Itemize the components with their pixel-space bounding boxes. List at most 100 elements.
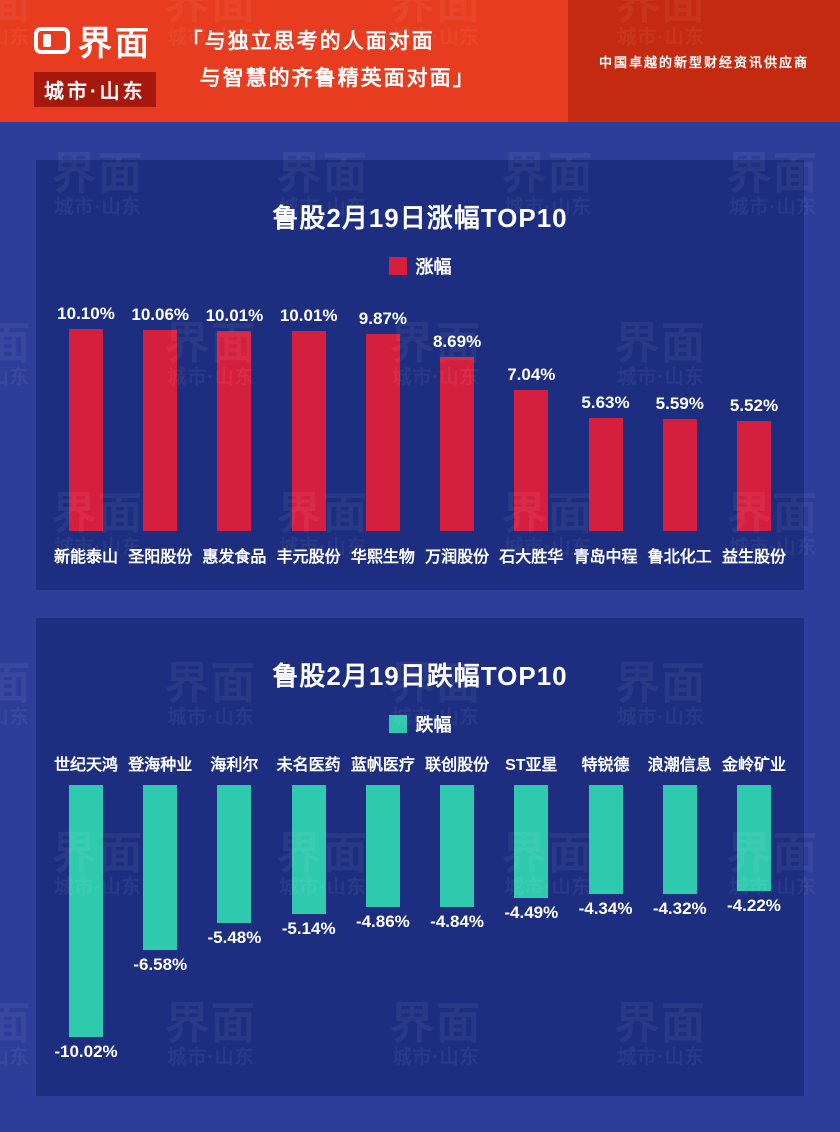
bar: [588, 418, 623, 531]
header-tagline: 中国卓越的新型财经资讯供应商: [568, 0, 840, 122]
bar-value-label: 5.52%: [729, 396, 779, 415]
bar-column: 5.52% 益生股份: [718, 293, 790, 566]
logo-text: 界面: [78, 24, 152, 63]
bar-column: 9.87% 华熙生物: [347, 293, 419, 566]
gainers-legend-swatch: [388, 257, 407, 275]
bar-value-label: -6.58%: [133, 955, 188, 974]
bar-category-label: 新能泰山: [53, 549, 118, 566]
bar-value-label: 10.10%: [57, 304, 115, 323]
bar-column: 世纪天鸿 -10.02%: [50, 751, 122, 1077]
bar-column: 金岭矿业 -4.22%: [718, 751, 790, 1077]
bar-category-label: 惠发食品: [202, 549, 267, 566]
quote-line2: 与智慧的齐鲁精英面对面」: [199, 67, 476, 90]
header: 界面 城市·山东 「与独立思考的人面对面 与智慧的齐鲁精英面对面」 中国卓越的新…: [0, 0, 840, 122]
bar: [217, 785, 252, 923]
gainers-legend: 涨幅: [36, 253, 804, 279]
jiemian-logo: 界面: [34, 16, 156, 65]
bar-category-label: ST亚星: [505, 757, 558, 774]
bar-column: 特锐德 -4.34%: [570, 751, 642, 1077]
bar-category-label: 青岛中程: [573, 549, 638, 566]
bar: [291, 331, 326, 531]
bar-column: ST亚星 -4.49%: [495, 751, 567, 1077]
bar-column: 联创股份 -4.84%: [421, 751, 493, 1077]
bar-category-label: 未名医药: [276, 757, 341, 774]
bar-value-label: -4.34%: [578, 899, 633, 918]
bar-column: 5.59% 鲁北化工: [644, 293, 716, 566]
bar-value-label: -5.48%: [207, 928, 262, 947]
bar-column: 8.69% 万润股份: [421, 293, 493, 566]
gainers-panel: 鲁股2月19日涨幅TOP10 涨幅 10.10% 新能泰山 10.06% 圣阳股份 10…: [36, 160, 804, 590]
bar: [440, 785, 475, 907]
bar: [365, 785, 400, 907]
bar-column: 10.01% 惠发食品: [198, 293, 270, 566]
bar: [217, 331, 252, 531]
bar-value-label: 10.01%: [205, 306, 264, 325]
bar: [143, 785, 178, 950]
bar-value-label: -5.14%: [281, 919, 336, 938]
bar-column: 5.63% 青岛中程: [570, 293, 642, 566]
bar-column: 登海种业 -6.58%: [124, 751, 196, 1077]
bar-category-label: 益生股份: [721, 549, 786, 566]
tagline-text: 中国卓越的新型财经资讯供应商: [598, 54, 809, 70]
jiemian-logo-icon: [34, 26, 70, 54]
quote-line1: 「与独立思考的人面对面: [181, 30, 435, 54]
bar-column: 10.01% 丰元股份: [273, 293, 345, 566]
logo-subtitle: 城市·山东: [34, 71, 156, 107]
bar-category-label: 特锐德: [581, 757, 630, 774]
losers-bars: 世纪天鸿 -10.02% 登海种业 -6.58% 海利尔 -5.48% 未名医药 -5.14%…: [36, 751, 804, 1077]
losers-legend: 跌幅: [36, 711, 804, 737]
bar-category-label: 万润股份: [425, 549, 490, 566]
bar: [736, 421, 771, 531]
bar-column: 7.04% 石大胜华: [495, 293, 567, 566]
gainers-chart-title: 鲁股2月19日涨幅TOP10: [272, 203, 568, 233]
bar-category-label: 丰元股份: [276, 549, 341, 566]
bar: [365, 334, 400, 531]
bar: [143, 330, 178, 531]
bar-category-label: 浪潮信息: [647, 757, 712, 774]
header-quote: 「与独立思考的人面对面 与智慧的齐鲁精英面对面」: [182, 24, 476, 98]
bar-value-label: -4.86%: [355, 912, 410, 931]
gainers-legend-label: 涨幅: [415, 257, 452, 277]
bar-category-label: 鲁北化工: [647, 549, 712, 566]
bar-column: 未名医药 -5.14%: [273, 751, 345, 1077]
losers-legend-swatch: [388, 715, 407, 733]
bar-category-label: 世纪天鸿: [53, 757, 118, 774]
bar-column: 10.06% 圣阳股份: [124, 293, 196, 566]
bar-category-label: 联创股份: [425, 757, 490, 774]
bar-category-label: 蓝帆医疗: [350, 757, 415, 774]
bar-value-label: 9.87%: [358, 309, 407, 328]
bar-value-label: -10.02%: [54, 1042, 118, 1061]
bar: [662, 785, 697, 894]
bar: [736, 785, 771, 891]
bar-column: 海利尔 -5.48%: [198, 751, 270, 1077]
bar: [588, 785, 623, 894]
losers-legend-label: 跌幅: [415, 715, 452, 735]
bar: [514, 785, 549, 898]
bar-category-label: 圣阳股份: [128, 549, 193, 566]
bar: [440, 357, 475, 531]
bar-value-label: 10.06%: [131, 305, 190, 324]
bar: [291, 785, 326, 914]
bar-value-label: 8.69%: [432, 332, 482, 351]
bar-value-label: -4.49%: [504, 903, 559, 922]
bar: [69, 329, 103, 531]
bar-category-label: 华熙生物: [350, 549, 415, 566]
bar-category-label: 金岭矿业: [721, 757, 786, 774]
bar-category-label: 石大胜华: [499, 549, 564, 566]
bar-column: 10.10% 新能泰山: [50, 293, 122, 566]
gainers-bars: 10.10% 新能泰山 10.06% 圣阳股份 10.01% 惠发食品 10.01% 丰元股份…: [36, 293, 804, 566]
bar: [69, 785, 103, 1037]
losers-chart-title: 鲁股2月19日跌幅TOP10: [272, 661, 568, 691]
bar: [514, 390, 549, 531]
bar-category-label: 登海种业: [128, 757, 193, 774]
bar-value-label: 5.63%: [581, 393, 630, 412]
brand-block: 界面 城市·山东: [34, 16, 156, 107]
bar-category-label: 海利尔: [210, 757, 259, 774]
bar-column: 蓝帆医疗 -4.86%: [347, 751, 419, 1077]
bar-value-label: -4.32%: [652, 899, 707, 918]
bar-column: 浪潮信息 -4.32%: [644, 751, 716, 1077]
